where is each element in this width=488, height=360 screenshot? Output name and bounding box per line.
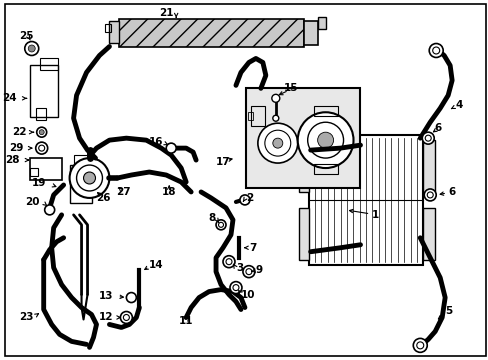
- Text: 3: 3: [236, 263, 243, 273]
- Text: 1: 1: [371, 210, 378, 220]
- Bar: [317, 17, 325, 28]
- Circle shape: [424, 189, 435, 201]
- Circle shape: [126, 293, 136, 302]
- Text: 13: 13: [99, 291, 113, 301]
- Bar: [119, 19, 303, 46]
- Text: 15: 15: [283, 84, 297, 93]
- Circle shape: [307, 122, 343, 158]
- Circle shape: [422, 132, 433, 144]
- Text: 17: 17: [215, 157, 230, 167]
- Text: 7: 7: [248, 243, 256, 253]
- Circle shape: [317, 132, 333, 148]
- Text: 12: 12: [99, 312, 113, 323]
- Bar: [250, 106, 264, 126]
- Circle shape: [229, 282, 242, 293]
- Circle shape: [25, 41, 39, 55]
- Bar: [303, 21, 317, 45]
- Text: 21: 21: [159, 8, 173, 18]
- Text: 6: 6: [447, 187, 454, 197]
- Circle shape: [69, 158, 109, 198]
- Bar: [40, 58, 58, 71]
- Circle shape: [243, 266, 254, 278]
- Circle shape: [83, 172, 95, 184]
- Circle shape: [216, 220, 225, 230]
- Circle shape: [44, 205, 55, 215]
- Text: 24: 24: [2, 93, 17, 103]
- Circle shape: [272, 115, 278, 121]
- Text: 26: 26: [96, 193, 110, 203]
- Bar: [313, 164, 337, 174]
- Circle shape: [257, 123, 297, 163]
- Circle shape: [240, 195, 249, 205]
- Circle shape: [416, 342, 423, 349]
- Circle shape: [28, 45, 35, 52]
- Bar: [30, 158, 61, 180]
- Text: 20: 20: [25, 197, 40, 207]
- Bar: [69, 165, 91, 203]
- Circle shape: [264, 130, 290, 156]
- Text: 29: 29: [9, 143, 24, 153]
- Bar: [247, 112, 252, 120]
- Text: 11: 11: [179, 316, 193, 327]
- Text: 18: 18: [162, 187, 176, 197]
- Text: 8: 8: [208, 213, 216, 223]
- Bar: [30, 168, 38, 176]
- Circle shape: [39, 130, 44, 135]
- Circle shape: [120, 311, 132, 323]
- Circle shape: [223, 256, 235, 268]
- Circle shape: [297, 112, 353, 168]
- Circle shape: [245, 269, 251, 275]
- Bar: [423, 208, 434, 260]
- Circle shape: [425, 135, 430, 141]
- Circle shape: [427, 192, 432, 198]
- Bar: [313, 106, 337, 116]
- Text: 25: 25: [20, 31, 34, 41]
- Circle shape: [166, 143, 176, 153]
- Circle shape: [432, 47, 439, 54]
- Text: 9: 9: [255, 265, 263, 275]
- Text: 4: 4: [454, 100, 462, 110]
- Bar: [30, 66, 58, 117]
- Text: 14: 14: [149, 260, 163, 270]
- Text: 10: 10: [241, 289, 255, 300]
- Circle shape: [272, 138, 282, 148]
- Circle shape: [37, 127, 46, 137]
- Circle shape: [271, 94, 279, 102]
- Bar: [423, 140, 434, 192]
- Text: 16: 16: [148, 137, 163, 147]
- Circle shape: [218, 222, 223, 227]
- Bar: [308, 135, 423, 265]
- Text: 23: 23: [19, 312, 34, 323]
- Bar: [245, 88, 360, 188]
- Circle shape: [232, 285, 239, 291]
- Bar: [73, 155, 87, 167]
- Text: 6: 6: [434, 123, 441, 133]
- Text: 5: 5: [444, 306, 451, 316]
- Circle shape: [36, 142, 48, 154]
- Bar: [298, 140, 308, 192]
- Bar: [36, 108, 45, 120]
- Text: 2: 2: [245, 193, 253, 203]
- Circle shape: [428, 44, 442, 58]
- Text: 22: 22: [12, 127, 27, 137]
- Circle shape: [39, 145, 44, 151]
- Bar: [105, 24, 111, 32]
- Circle shape: [77, 165, 102, 191]
- Text: 19: 19: [32, 178, 46, 188]
- Circle shape: [123, 315, 129, 320]
- Circle shape: [412, 338, 427, 352]
- Circle shape: [225, 259, 231, 265]
- Text: 27: 27: [116, 187, 130, 197]
- Bar: [109, 21, 119, 42]
- Bar: [298, 208, 308, 260]
- Text: 28: 28: [5, 155, 20, 165]
